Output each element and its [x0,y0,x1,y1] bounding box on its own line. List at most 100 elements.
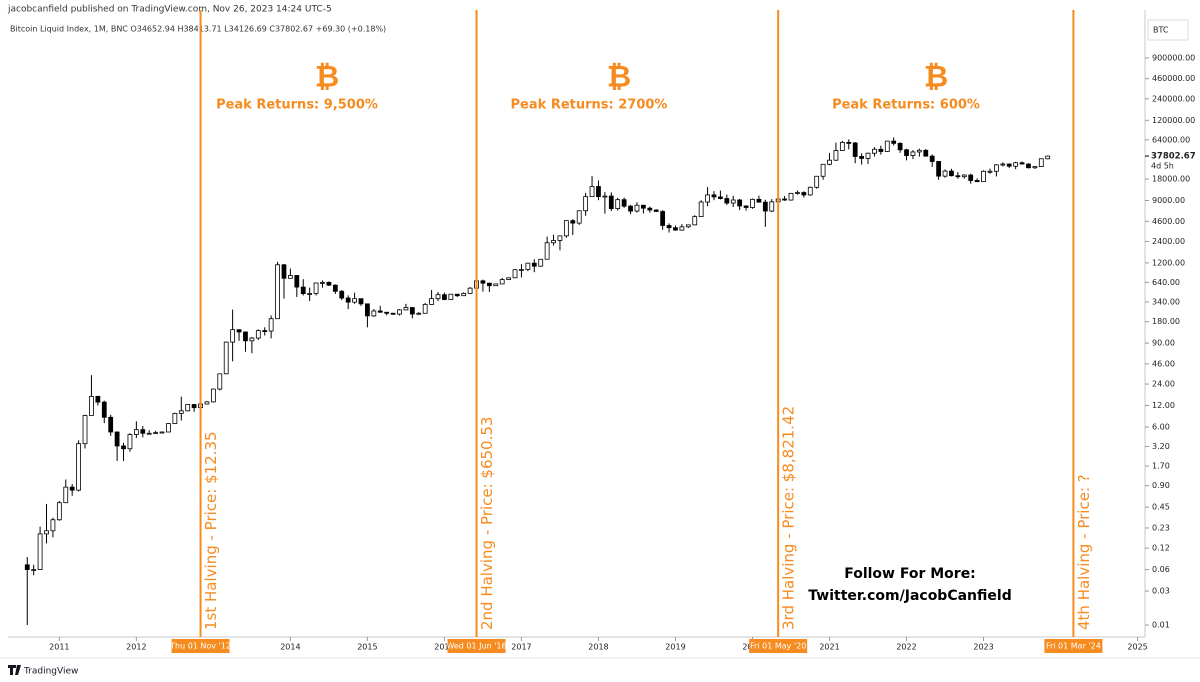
y-tick-label: 18000.00 [1152,175,1190,184]
candle-body [506,277,511,280]
y-tick-label: 0.06 [1152,565,1170,574]
candle-body [409,307,415,315]
candle-body [210,388,216,403]
candle-body [743,205,749,208]
candle-body [942,170,948,177]
date-label: Fri 01 Mar '24 [1046,642,1101,651]
candle-body [429,298,434,305]
candle-body [512,269,518,279]
candle-body [377,310,383,313]
candle-body [493,283,499,287]
candle-body [345,297,351,303]
candle-body [397,309,402,315]
halving-label: 4th Halving - Price: ? [1075,474,1093,630]
candle-body [243,331,248,342]
halving-label: 1st Halving - Price: $12.35 [202,431,220,630]
promo-text: Twitter.com/JacobCanfield [808,588,1011,604]
y-tick-label: 180.00 [1152,317,1180,326]
x-tick-label: 2016 [434,643,454,652]
x-tick-label: 2018 [588,643,608,652]
candle-body [557,235,563,241]
candle-body [268,318,274,332]
candle-body [294,275,300,288]
x-tick-label: 2014 [280,643,300,652]
candle-body [570,220,576,224]
candle-body [769,201,775,212]
candle-body [121,445,126,450]
candle-body [878,148,884,152]
candle-body [718,196,723,199]
candle-body [288,275,293,279]
candle-body [621,199,627,207]
candle-body [262,330,268,332]
candle-body [788,192,794,201]
y-tick-label: 4600.00 [1152,217,1185,226]
candle-body [544,242,550,260]
candle-body [108,416,114,433]
date-box [171,639,230,653]
candle-body [230,329,236,343]
candle-body [44,530,49,535]
candle-body [403,307,409,311]
candle-body [300,286,306,295]
candle-body [936,161,942,177]
brand: TradingView [23,667,78,677]
candle-body [127,434,133,450]
candle-body [852,142,858,157]
y-tick-label: 1200.00 [1152,258,1185,267]
y-tick-label: 900000.00 [1152,53,1195,62]
candle-body [435,294,441,300]
y-tick-label: 0.45 [1152,503,1170,512]
x-tick-label: 2019 [665,643,685,652]
y-tick-label: 6.00 [1152,422,1170,431]
date-label: Wed 01 Jun '16 [446,642,506,651]
y-tick-label: 3.20 [1152,442,1170,451]
candle-body [692,216,698,226]
y-tick-label: 64000.00 [1152,135,1190,144]
candle-body [384,311,390,314]
candle-body [352,298,357,303]
candle-body [448,293,454,300]
candle-body [172,413,178,424]
candle-body [281,264,287,279]
brand-logo [8,665,21,675]
candle-body [422,304,428,314]
candle-body [865,152,871,159]
candle-body [1000,163,1006,166]
candle-body [332,284,338,292]
y-tick-label: 0.03 [1152,587,1170,596]
candle-body [795,192,800,194]
candle-body [750,198,755,208]
x-tick-label: 2022 [896,643,916,652]
y-tick-label: 0.90 [1152,481,1170,490]
candle-body [666,225,672,229]
candle-body [968,174,974,181]
y-tick-label: 46.00 [1152,359,1175,368]
candle-body [525,262,531,270]
peak-returns: Peak Returns: 600% [832,98,980,113]
candle-body [307,293,313,295]
candle-body [140,429,146,434]
candle-body [1045,155,1051,160]
candle-body [762,201,768,212]
y-tick-label: 0.23 [1152,523,1170,532]
x-tick-label: 2011 [49,643,69,652]
candle-body [615,199,621,210]
y-tick-label: 2400.00 [1152,237,1185,246]
candle-body [454,293,460,297]
candle-body [255,330,261,339]
candle-body [602,195,608,198]
symbol-info: Bitcoin Liquid Index, 1M, BNC O34652.94 … [10,25,386,34]
candle-body [365,303,370,317]
peak-returns: Peak Returns: 2700% [511,98,668,113]
candle-body [24,564,30,570]
candle-body [859,156,864,159]
candle-body [801,192,807,196]
y-tick-label: 12.00 [1152,401,1175,410]
candle-body [987,170,993,173]
candle-body [358,298,364,305]
candle-body [531,262,537,267]
candle-body [390,312,396,315]
candle-body [204,401,210,405]
